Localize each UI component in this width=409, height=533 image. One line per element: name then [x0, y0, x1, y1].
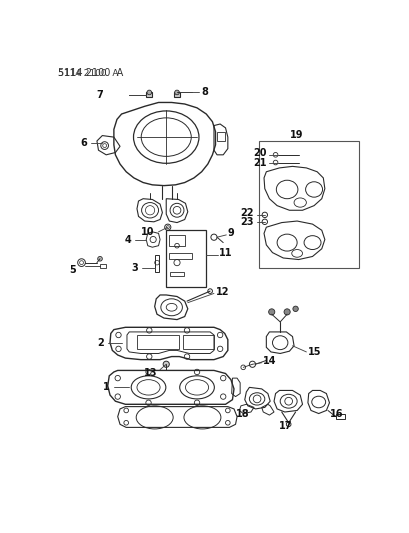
Text: 6: 6 — [80, 138, 87, 148]
Text: 5114 2100  A: 5114 2100 A — [58, 68, 124, 78]
Text: 5114 2100  A: 5114 2100 A — [58, 69, 119, 78]
Bar — [173, 92, 180, 97]
Bar — [258, 141, 358, 268]
Text: 16: 16 — [329, 408, 342, 418]
Bar — [183, 335, 213, 349]
Bar — [154, 255, 159, 272]
Circle shape — [292, 306, 298, 311]
Text: 12: 12 — [215, 287, 229, 297]
Text: 5: 5 — [69, 265, 76, 276]
Text: 8: 8 — [201, 87, 208, 98]
Text: 13: 13 — [144, 368, 157, 378]
Bar — [146, 92, 152, 97]
Text: 1: 1 — [103, 382, 110, 392]
Text: 2: 2 — [97, 338, 103, 348]
Text: 21: 21 — [252, 158, 266, 167]
Circle shape — [163, 361, 169, 367]
Bar — [169, 235, 184, 246]
Bar — [216, 132, 224, 141]
Text: 9: 9 — [227, 228, 234, 238]
Circle shape — [174, 90, 179, 95]
Text: 11: 11 — [219, 248, 232, 259]
Text: 10: 10 — [141, 227, 154, 237]
Bar — [166, 230, 206, 287]
Circle shape — [268, 309, 274, 315]
Text: 3: 3 — [130, 263, 137, 273]
Text: 4: 4 — [124, 235, 131, 245]
Bar — [100, 264, 106, 268]
Text: 15: 15 — [307, 347, 321, 357]
Circle shape — [97, 256, 102, 261]
Text: 17: 17 — [278, 421, 292, 431]
Bar — [169, 253, 192, 259]
Text: 23: 23 — [240, 217, 254, 227]
Bar — [137, 335, 179, 349]
Text: 19: 19 — [290, 130, 303, 140]
Text: 14: 14 — [263, 356, 276, 366]
Text: 22: 22 — [240, 208, 254, 219]
Circle shape — [283, 309, 290, 315]
Bar — [170, 272, 184, 277]
Text: 7: 7 — [97, 90, 103, 100]
Text: 18: 18 — [236, 408, 249, 418]
Circle shape — [146, 90, 151, 95]
Bar — [335, 414, 344, 419]
Text: 20: 20 — [252, 148, 266, 158]
